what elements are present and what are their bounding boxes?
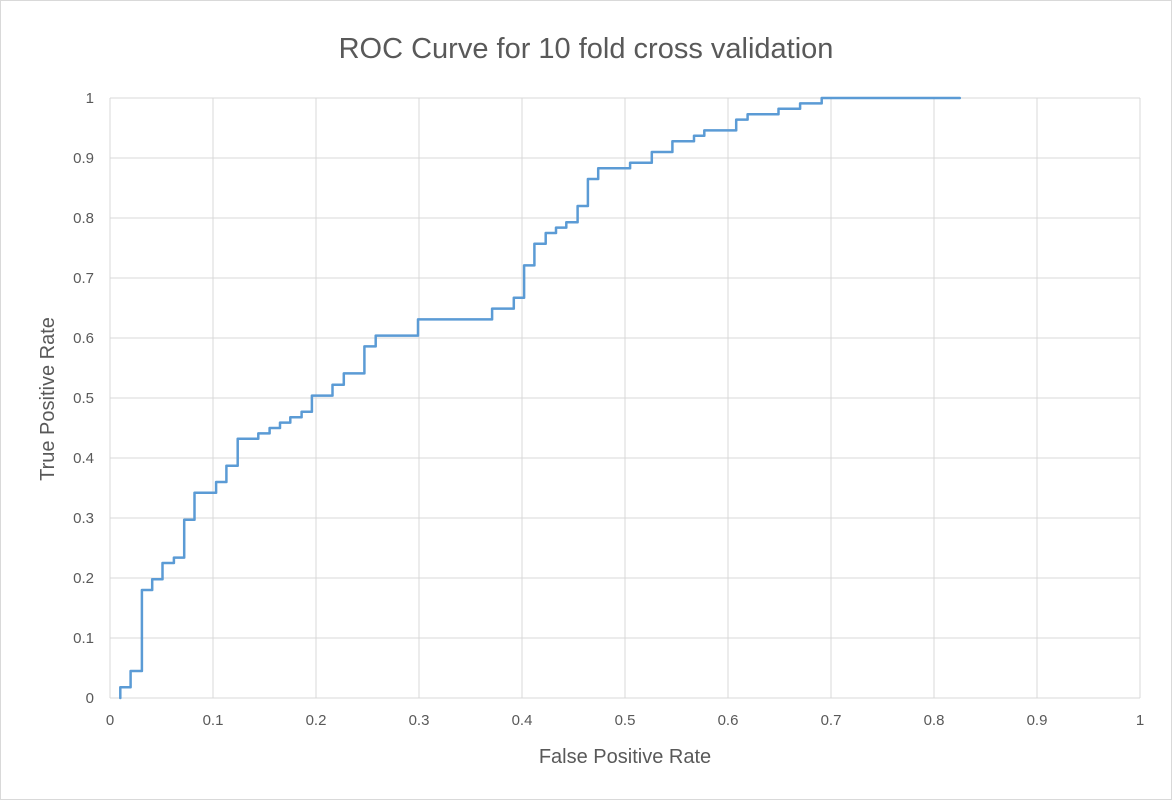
y-axis-title: True Positive Rate xyxy=(37,317,59,481)
x-tick-label: 0.5 xyxy=(615,712,636,729)
x-tick-label: 0.1 xyxy=(203,712,224,729)
x-tick-label: 0.6 xyxy=(718,712,739,729)
x-tick-label: 0 xyxy=(106,712,114,729)
y-tick-label: 0.8 xyxy=(73,210,94,227)
y-tick-label: 1 xyxy=(86,90,94,107)
y-tick-label: 0.9 xyxy=(73,150,94,167)
x-tick-label: 0.3 xyxy=(409,712,430,729)
x-tick-label: 0.9 xyxy=(1027,712,1048,729)
grid xyxy=(109,97,1141,699)
x-axis-ticks: 0 0.1 0.2 0.3 0.4 0.5 0.6 0.7 0.8 0.9 1 xyxy=(106,712,1144,729)
x-axis-title: False Positive Rate xyxy=(539,746,711,768)
x-tick-label: 0.7 xyxy=(821,712,842,729)
chart-title: ROC Curve for 10 fold cross validation xyxy=(339,33,834,65)
x-tick-label: 0.2 xyxy=(306,712,327,729)
y-tick-label: 0.2 xyxy=(73,570,94,587)
y-axis-ticks: 0 0.1 0.2 0.3 0.4 0.5 0.6 0.7 0.8 0.9 1 xyxy=(73,90,94,707)
y-tick-label: 0.6 xyxy=(73,330,94,347)
y-tick-label: 0.3 xyxy=(73,510,94,527)
y-tick-label: 0.5 xyxy=(73,390,94,407)
x-tick-label: 0.4 xyxy=(512,712,533,729)
roc-curve-line xyxy=(119,96,962,700)
y-tick-label: 0 xyxy=(86,690,94,707)
y-tick-label: 0.4 xyxy=(73,450,94,467)
y-tick-label: 0.7 xyxy=(73,270,94,287)
y-tick-label: 0.1 xyxy=(73,630,94,647)
series-group xyxy=(119,96,962,700)
x-tick-label: 1 xyxy=(1136,712,1144,729)
x-tick-label: 0.8 xyxy=(924,712,945,729)
